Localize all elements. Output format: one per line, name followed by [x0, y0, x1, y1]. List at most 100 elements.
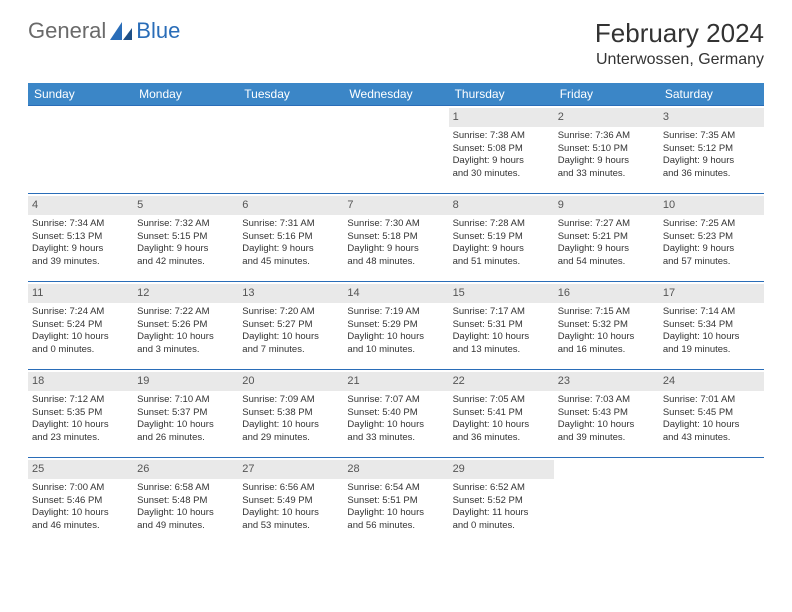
daylight2-text: and 57 minutes. — [663, 256, 760, 269]
daylight2-text: and 16 minutes. — [558, 344, 655, 357]
sunset-text: Sunset: 5:49 PM — [242, 495, 339, 508]
daylight1-text: Daylight: 10 hours — [242, 507, 339, 520]
daylight1-text: Daylight: 10 hours — [242, 419, 339, 432]
daylight1-text: Daylight: 9 hours — [242, 243, 339, 256]
sunset-text: Sunset: 5:29 PM — [347, 319, 444, 332]
daylight1-text: Daylight: 10 hours — [242, 331, 339, 344]
day-number: 13 — [238, 284, 343, 303]
daylight1-text: Daylight: 10 hours — [558, 331, 655, 344]
logo: General Blue — [28, 18, 180, 44]
sunrise-text: Sunrise: 7:03 AM — [558, 394, 655, 407]
daylight1-text: Daylight: 9 hours — [558, 155, 655, 168]
location: Unterwossen, Germany — [595, 51, 764, 69]
day-number: 18 — [28, 372, 133, 391]
sunset-text: Sunset: 5:23 PM — [663, 231, 760, 244]
daylight1-text: Daylight: 10 hours — [663, 419, 760, 432]
sunrise-text: Sunrise: 7:20 AM — [242, 306, 339, 319]
sunrise-text: Sunrise: 7:25 AM — [663, 218, 760, 231]
daylight1-text: Daylight: 9 hours — [137, 243, 234, 256]
calendar-day-cell: 22Sunrise: 7:05 AMSunset: 5:41 PMDayligh… — [449, 370, 554, 458]
sunset-text: Sunset: 5:15 PM — [137, 231, 234, 244]
daylight1-text: Daylight: 10 hours — [558, 419, 655, 432]
sunset-text: Sunset: 5:32 PM — [558, 319, 655, 332]
sunset-text: Sunset: 5:31 PM — [453, 319, 550, 332]
daylight2-text: and 56 minutes. — [347, 520, 444, 533]
daylight2-text: and 42 minutes. — [137, 256, 234, 269]
sunrise-text: Sunrise: 6:56 AM — [242, 482, 339, 495]
daylight2-text: and 51 minutes. — [453, 256, 550, 269]
sunrise-text: Sunrise: 7:14 AM — [663, 306, 760, 319]
daylight2-text: and 39 minutes. — [558, 432, 655, 445]
calendar-day-cell: 26Sunrise: 6:58 AMSunset: 5:48 PMDayligh… — [133, 458, 238, 546]
calendar-day-cell — [133, 106, 238, 194]
calendar-day-cell — [343, 106, 448, 194]
calendar-day-cell: 10 Sunrise: 7:25 AMSunset: 5:23 PMDayligh… — [659, 194, 764, 282]
daylight2-text: and 7 minutes. — [242, 344, 339, 357]
daylight2-text: and 29 minutes. — [242, 432, 339, 445]
calendar-week-row: 18Sunrise: 7:12 AMSunset: 5:35 PMDayligh… — [28, 370, 764, 458]
calendar-day-cell: 18Sunrise: 7:12 AMSunset: 5:35 PMDayligh… — [28, 370, 133, 458]
sunset-text: Sunset: 5:12 PM — [663, 143, 760, 156]
day-number: 9 — [554, 196, 659, 215]
weekday-header: Sunday — [28, 83, 133, 106]
calendar-day-cell — [28, 106, 133, 194]
sunrise-text: Sunrise: 7:09 AM — [242, 394, 339, 407]
sunset-text: Sunset: 5:13 PM — [32, 231, 129, 244]
day-number: 20 — [238, 372, 343, 391]
calendar-day-cell: 17Sunrise: 7:14 AMSunset: 5:34 PMDayligh… — [659, 282, 764, 370]
sunrise-text: Sunrise: 7:31 AM — [242, 218, 339, 231]
sunset-text: Sunset: 5:51 PM — [347, 495, 444, 508]
daylight2-text: and 36 minutes. — [453, 432, 550, 445]
calendar-day-cell: 24Sunrise: 7:01 AMSunset: 5:45 PMDayligh… — [659, 370, 764, 458]
calendar-day-cell: 1Sunrise: 7:38 AMSunset: 5:08 PMDaylight… — [449, 106, 554, 194]
sunrise-text: Sunrise: 7:19 AM — [347, 306, 444, 319]
logo-text-blue: Blue — [136, 18, 180, 44]
calendar-week-row: 25Sunrise: 7:00 AMSunset: 5:46 PMDayligh… — [28, 458, 764, 546]
sunrise-text: Sunrise: 7:28 AM — [453, 218, 550, 231]
sunrise-text: Sunrise: 6:54 AM — [347, 482, 444, 495]
daylight1-text: Daylight: 10 hours — [347, 419, 444, 432]
calendar-day-cell: 16Sunrise: 7:15 AMSunset: 5:32 PMDayligh… — [554, 282, 659, 370]
daylight1-text: Daylight: 9 hours — [347, 243, 444, 256]
day-number: 3 — [659, 108, 764, 127]
daylight2-text: and 39 minutes. — [32, 256, 129, 269]
sunrise-text: Sunrise: 7:17 AM — [453, 306, 550, 319]
daylight2-text: and 33 minutes. — [558, 168, 655, 181]
calendar-day-cell: 12Sunrise: 7:22 AMSunset: 5:26 PMDayligh… — [133, 282, 238, 370]
sunset-text: Sunset: 5:19 PM — [453, 231, 550, 244]
day-number: 6 — [238, 196, 343, 215]
sunset-text: Sunset: 5:37 PM — [137, 407, 234, 420]
daylight2-text: and 46 minutes. — [32, 520, 129, 533]
daylight2-text: and 0 minutes. — [32, 344, 129, 357]
sunrise-text: Sunrise: 7:22 AM — [137, 306, 234, 319]
day-number: 16 — [554, 284, 659, 303]
day-number: 11 — [28, 284, 133, 303]
sunrise-text: Sunrise: 7:10 AM — [137, 394, 234, 407]
title-block: February 2024 Unterwossen, Germany — [595, 18, 764, 69]
daylight2-text: and 53 minutes. — [242, 520, 339, 533]
calendar-table: Sunday Monday Tuesday Wednesday Thursday… — [28, 83, 764, 546]
calendar-day-cell: 2Sunrise: 7:36 AMSunset: 5:10 PMDaylight… — [554, 106, 659, 194]
sunset-text: Sunset: 5:41 PM — [453, 407, 550, 420]
daylight2-text: and 19 minutes. — [663, 344, 760, 357]
daylight1-text: Daylight: 9 hours — [663, 155, 760, 168]
sunrise-text: Sunrise: 7:24 AM — [32, 306, 129, 319]
sunrise-text: Sunrise: 7:12 AM — [32, 394, 129, 407]
day-number: 26 — [133, 460, 238, 479]
calendar-day-cell: 23Sunrise: 7:03 AMSunset: 5:43 PMDayligh… — [554, 370, 659, 458]
sunset-text: Sunset: 5:48 PM — [137, 495, 234, 508]
day-number: 4 — [28, 196, 133, 215]
calendar-day-cell: 28Sunrise: 6:54 AMSunset: 5:51 PMDayligh… — [343, 458, 448, 546]
weekday-header: Tuesday — [238, 83, 343, 106]
sunset-text: Sunset: 5:40 PM — [347, 407, 444, 420]
sunrise-text: Sunrise: 7:00 AM — [32, 482, 129, 495]
day-number: 28 — [343, 460, 448, 479]
calendar-day-cell: 15Sunrise: 7:17 AMSunset: 5:31 PMDayligh… — [449, 282, 554, 370]
calendar-day-cell — [238, 106, 343, 194]
calendar-day-cell: 13Sunrise: 7:20 AMSunset: 5:27 PMDayligh… — [238, 282, 343, 370]
calendar-week-row: 11Sunrise: 7:24 AMSunset: 5:24 PMDayligh… — [28, 282, 764, 370]
day-number: 10 — [659, 196, 764, 215]
daylight1-text: Daylight: 9 hours — [663, 243, 760, 256]
weekday-header: Friday — [554, 83, 659, 106]
calendar-day-cell: 3Sunrise: 7:35 AMSunset: 5:12 PMDaylight… — [659, 106, 764, 194]
